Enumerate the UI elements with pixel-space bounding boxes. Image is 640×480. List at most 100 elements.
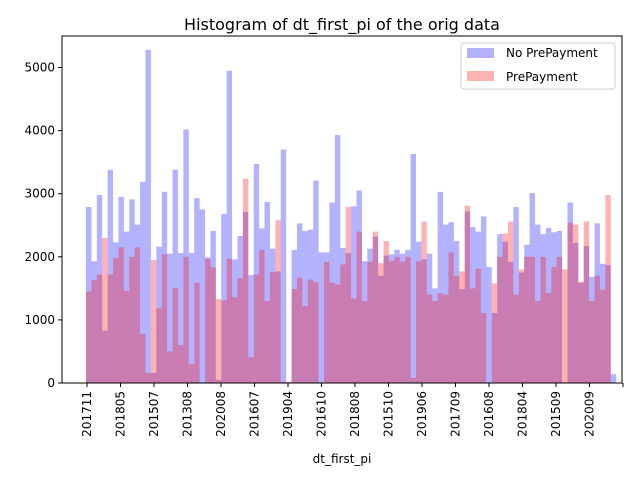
bar-no-prepayment-82 xyxy=(529,193,536,383)
bar-prepayment-5 xyxy=(113,258,119,383)
bar-no-prepayment-27 xyxy=(232,259,238,383)
bar-prepayment-67 xyxy=(448,252,454,383)
bar-prepayment-44 xyxy=(324,261,330,383)
bar-no-prepayment-40 xyxy=(302,230,308,383)
bar-prepayment-69 xyxy=(459,271,465,383)
legend-box xyxy=(460,42,616,90)
bar-prepayment-70 xyxy=(464,205,471,383)
bar-no-prepayment-74 xyxy=(486,266,492,383)
bar-no-prepayment-38 xyxy=(291,249,297,383)
bar-no-prepayment-43 xyxy=(318,252,325,383)
bar-prepayment-66 xyxy=(443,294,449,383)
bar-prepayment-85 xyxy=(545,292,552,383)
bar-no-prepayment-7 xyxy=(123,231,130,383)
bar-prepayment-75 xyxy=(491,283,498,383)
bar-prepayment-26 xyxy=(226,258,233,383)
bar-prepayment-76 xyxy=(497,256,503,383)
bar-prepayment-31 xyxy=(253,274,260,383)
bar-prepayment-40 xyxy=(302,306,308,383)
bar-no-prepayment-67 xyxy=(448,222,454,383)
x-tick-label-201610: 201610 xyxy=(315,391,329,437)
bar-no-prepayment-54 xyxy=(378,275,384,383)
legend-swatch-no-prepayment xyxy=(467,48,494,58)
bar-prepayment-61 xyxy=(416,261,422,383)
bar-no-prepayment-87 xyxy=(556,230,563,383)
bar-no-prepayment-45 xyxy=(329,202,335,383)
bar-no-prepayment-90 xyxy=(572,242,579,383)
bar-prepayment-62 xyxy=(421,221,427,383)
bar-prepayment-36 xyxy=(280,381,287,383)
bar-no-prepayment-51 xyxy=(361,261,368,383)
bar-prepayment-84 xyxy=(540,256,546,383)
bar-prepayment-4 xyxy=(107,274,114,383)
bar-prepayment-73 xyxy=(480,312,487,383)
bar-no-prepayment-72 xyxy=(475,231,481,383)
y-tick-label-0: 0 xyxy=(47,376,55,390)
bar-no-prepayment-62 xyxy=(421,259,427,383)
bar-no-prepayment-20 xyxy=(194,198,200,383)
bar-no-prepayment-11 xyxy=(145,49,151,383)
bar-prepayment-1 xyxy=(91,280,97,383)
bar-prepayment-53 xyxy=(372,231,379,383)
bar-no-prepayment-28 xyxy=(237,236,243,383)
bar-no-prepayment-80 xyxy=(518,272,525,383)
bar-no-prepayment-68 xyxy=(453,241,460,383)
bar-prepayment-14 xyxy=(161,254,168,383)
bar-prepayment-0 xyxy=(86,291,92,383)
bar-no-prepayment-81 xyxy=(524,244,530,383)
bar-prepayment-54 xyxy=(378,263,384,383)
bar-prepayment-71 xyxy=(470,288,476,383)
bar-prepayment-89 xyxy=(567,222,573,383)
bar-prepayment-3 xyxy=(102,237,108,383)
bar-prepayment-7 xyxy=(123,290,130,383)
bar-no-prepayment-86 xyxy=(551,232,557,383)
bar-prepayment-63 xyxy=(426,294,433,383)
bar-no-prepayment-41 xyxy=(307,229,314,383)
bar-prepayment-30 xyxy=(248,357,254,383)
bar-no-prepayment-6 xyxy=(118,196,124,383)
bar-no-prepayment-70 xyxy=(464,211,471,383)
bar-prepayment-20 xyxy=(194,282,200,383)
bar-no-prepayment-73 xyxy=(480,216,487,383)
bar-no-prepayment-16 xyxy=(172,169,178,383)
bar-no-prepayment-5 xyxy=(113,242,119,383)
legend-swatch-prepayment xyxy=(467,71,494,81)
y-tick-label-3000: 3000 xyxy=(24,187,55,201)
bar-prepayment-55 xyxy=(383,241,389,383)
x-tick-label-201608: 201608 xyxy=(482,391,496,437)
bar-no-prepayment-36 xyxy=(280,149,287,383)
legend: No PrePayment PrePayment xyxy=(460,42,616,90)
x-tick-label-201709: 201709 xyxy=(449,391,463,437)
bar-no-prepayment-14 xyxy=(161,191,168,383)
bar-no-prepayment-29 xyxy=(242,212,249,383)
bar-prepayment-25 xyxy=(221,300,227,383)
bar-prepayment-52 xyxy=(367,261,373,383)
bar-no-prepayment-32 xyxy=(259,228,265,383)
bar-no-prepayment-97 xyxy=(610,374,617,383)
x-tick-label-201607: 201607 xyxy=(248,391,262,437)
bar-no-prepayment-30 xyxy=(248,275,254,383)
bar-prepayment-28 xyxy=(237,278,243,383)
x-tick-label-201904: 201904 xyxy=(281,391,295,437)
x-tick-label-202008: 202008 xyxy=(214,391,228,437)
bar-no-prepayment-21 xyxy=(199,209,206,383)
bar-prepayment-39 xyxy=(296,277,303,383)
bar-prepayment-90 xyxy=(572,224,579,383)
bar-no-prepayment-1 xyxy=(91,261,97,383)
bar-no-prepayment-17 xyxy=(177,253,184,383)
bar-prepayment-12 xyxy=(150,259,157,383)
bar-prepayment-33 xyxy=(264,300,270,383)
bar-prepayment-86 xyxy=(551,266,557,383)
bar-prepayment-29 xyxy=(242,178,249,383)
bar-no-prepayment-79 xyxy=(513,206,519,383)
y-tick-label-4000: 4000 xyxy=(24,124,55,138)
bar-prepayment-56 xyxy=(388,261,395,383)
bar-prepayment-6 xyxy=(118,247,124,383)
bar-no-prepayment-0 xyxy=(86,206,92,383)
bar-no-prepayment-64 xyxy=(432,288,438,383)
bar-no-prepayment-22 xyxy=(205,257,211,383)
bar-no-prepayment-2 xyxy=(96,194,103,383)
bar-no-prepayment-92 xyxy=(583,246,590,383)
bar-no-prepayment-33 xyxy=(264,201,270,383)
